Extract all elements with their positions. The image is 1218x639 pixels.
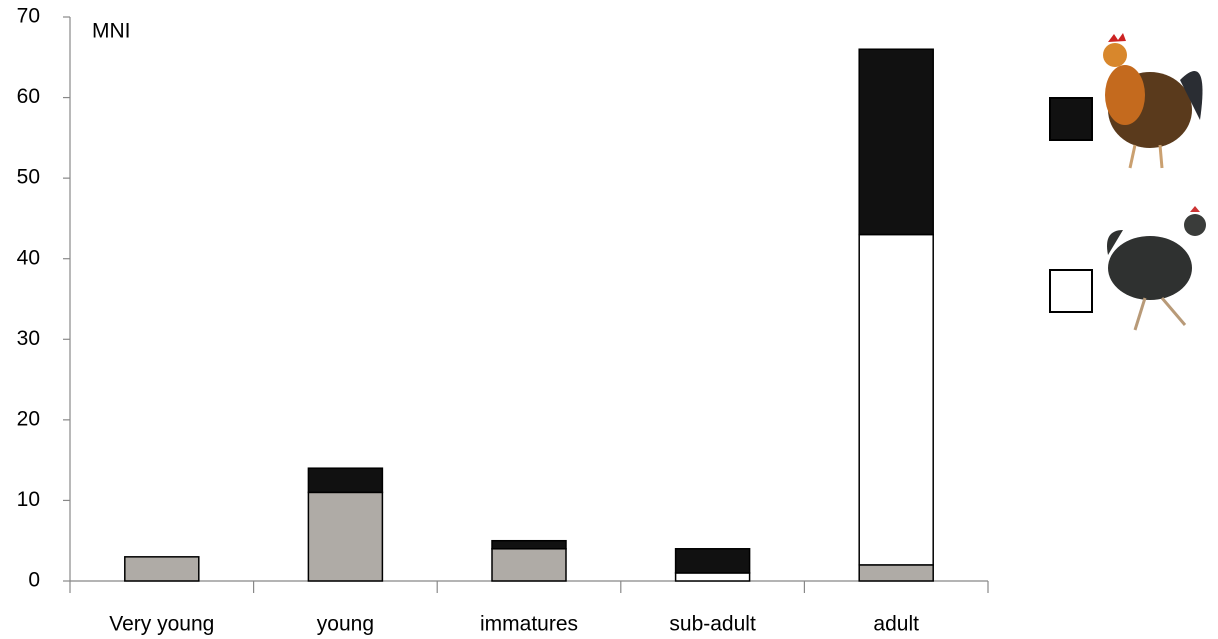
y-tick-label: 30: [17, 327, 40, 350]
bar-segment: [674, 572, 751, 582]
bar-segment: [307, 491, 384, 582]
x-tick-label: sub-adult: [669, 613, 756, 636]
y-tick-label: 60: [17, 85, 40, 108]
y-tick-label: 50: [17, 166, 40, 189]
x-tick-label: Very young: [109, 613, 214, 636]
y-tick-label: 0: [28, 569, 40, 592]
x-tick-label: adult: [873, 613, 919, 636]
bar-segment: [858, 233, 934, 566]
y-tick-label: 10: [17, 488, 40, 511]
bar-segment: [674, 548, 751, 574]
bar-segment: [124, 556, 200, 582]
bar-segment: [858, 48, 934, 236]
bar-segment: [491, 548, 567, 582]
y-tick-label: 20: [17, 407, 40, 430]
hen-illustration: [1107, 206, 1206, 331]
y-axis-label: MNI: [92, 20, 131, 43]
legend-swatch: [1049, 269, 1093, 313]
y-tick-label: 70: [17, 5, 40, 28]
y-tick-label: 40: [17, 246, 40, 269]
x-tick-label: young: [317, 613, 374, 636]
rooster-illustration: [1103, 33, 1203, 169]
bar-segment: [858, 564, 934, 582]
bar-segment: [491, 539, 567, 550]
x-tick-label: immatures: [480, 613, 578, 636]
bar-segment: [307, 467, 384, 494]
legend-swatch: [1049, 97, 1093, 141]
